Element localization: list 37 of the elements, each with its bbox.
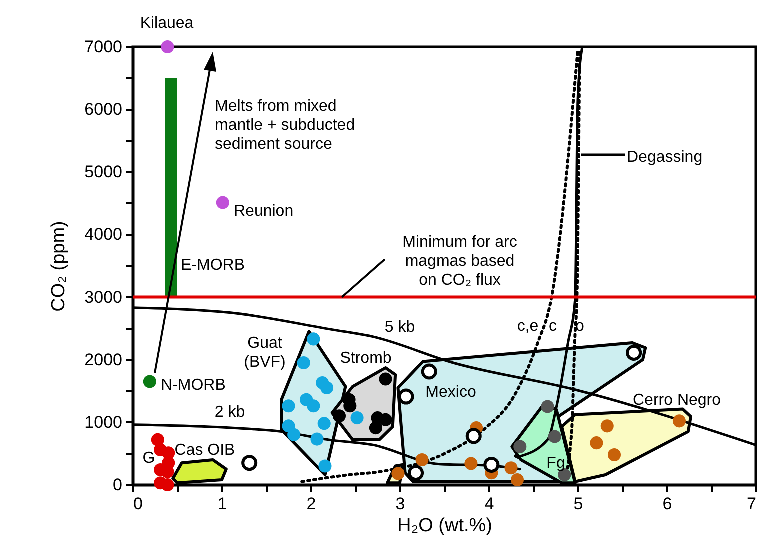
y-tick-label: 2000: [84, 350, 122, 370]
x-tick-label: 1: [218, 494, 228, 514]
y-tick-label: 3000: [84, 288, 122, 307]
annotation: Guat (BVF): [244, 335, 286, 371]
annotation: Melts from mixed mantle + subducted sediment source: [215, 98, 356, 153]
annotation: Mexico: [426, 384, 476, 401]
y-tick-label: 4000: [84, 225, 122, 244]
annotation: E-MORB: [181, 257, 245, 274]
x-tick-label: 4: [484, 494, 494, 514]
annotation: Degassing: [627, 149, 703, 166]
annotation: 2 kb: [214, 404, 246, 421]
y-tick-label: 1000: [84, 412, 122, 432]
y-tick-label: 5000: [84, 162, 122, 182]
y-tick-label: 7000: [84, 38, 122, 56]
x-axis-title: H₂O (wt.%): [398, 516, 492, 536]
annotation: N-MORB: [161, 377, 226, 394]
annotation: Reunion: [234, 203, 294, 220]
x-tick-label: 0: [134, 494, 143, 514]
annotation: G: [142, 450, 156, 467]
x-tick-label: 3: [396, 494, 406, 514]
x-tick-label: 7: [747, 494, 756, 514]
annotation: Fg: [546, 455, 566, 472]
annotation: Cas OIB: [174, 442, 236, 459]
y-tick-label: 0: [113, 476, 122, 494]
x-tick-label: 5: [574, 494, 584, 514]
y-axis-title: CO₂ (ppm): [48, 221, 70, 312]
annotation: o: [576, 318, 585, 335]
annotation: Minimum for arc magmas based on CO₂ flux: [402, 234, 518, 289]
annotation: c,e: [517, 318, 539, 335]
annotation: Cerro Negro: [632, 392, 722, 409]
text: Kilauea: [140, 15, 194, 32]
x-tick-label: 6: [662, 494, 672, 514]
annotation: c: [549, 318, 557, 335]
annotation: 5 kb: [384, 319, 416, 336]
x-tick-label: 2: [306, 494, 316, 514]
annotation: Stromb: [340, 350, 392, 367]
y-tick-label: 6000: [84, 100, 122, 120]
